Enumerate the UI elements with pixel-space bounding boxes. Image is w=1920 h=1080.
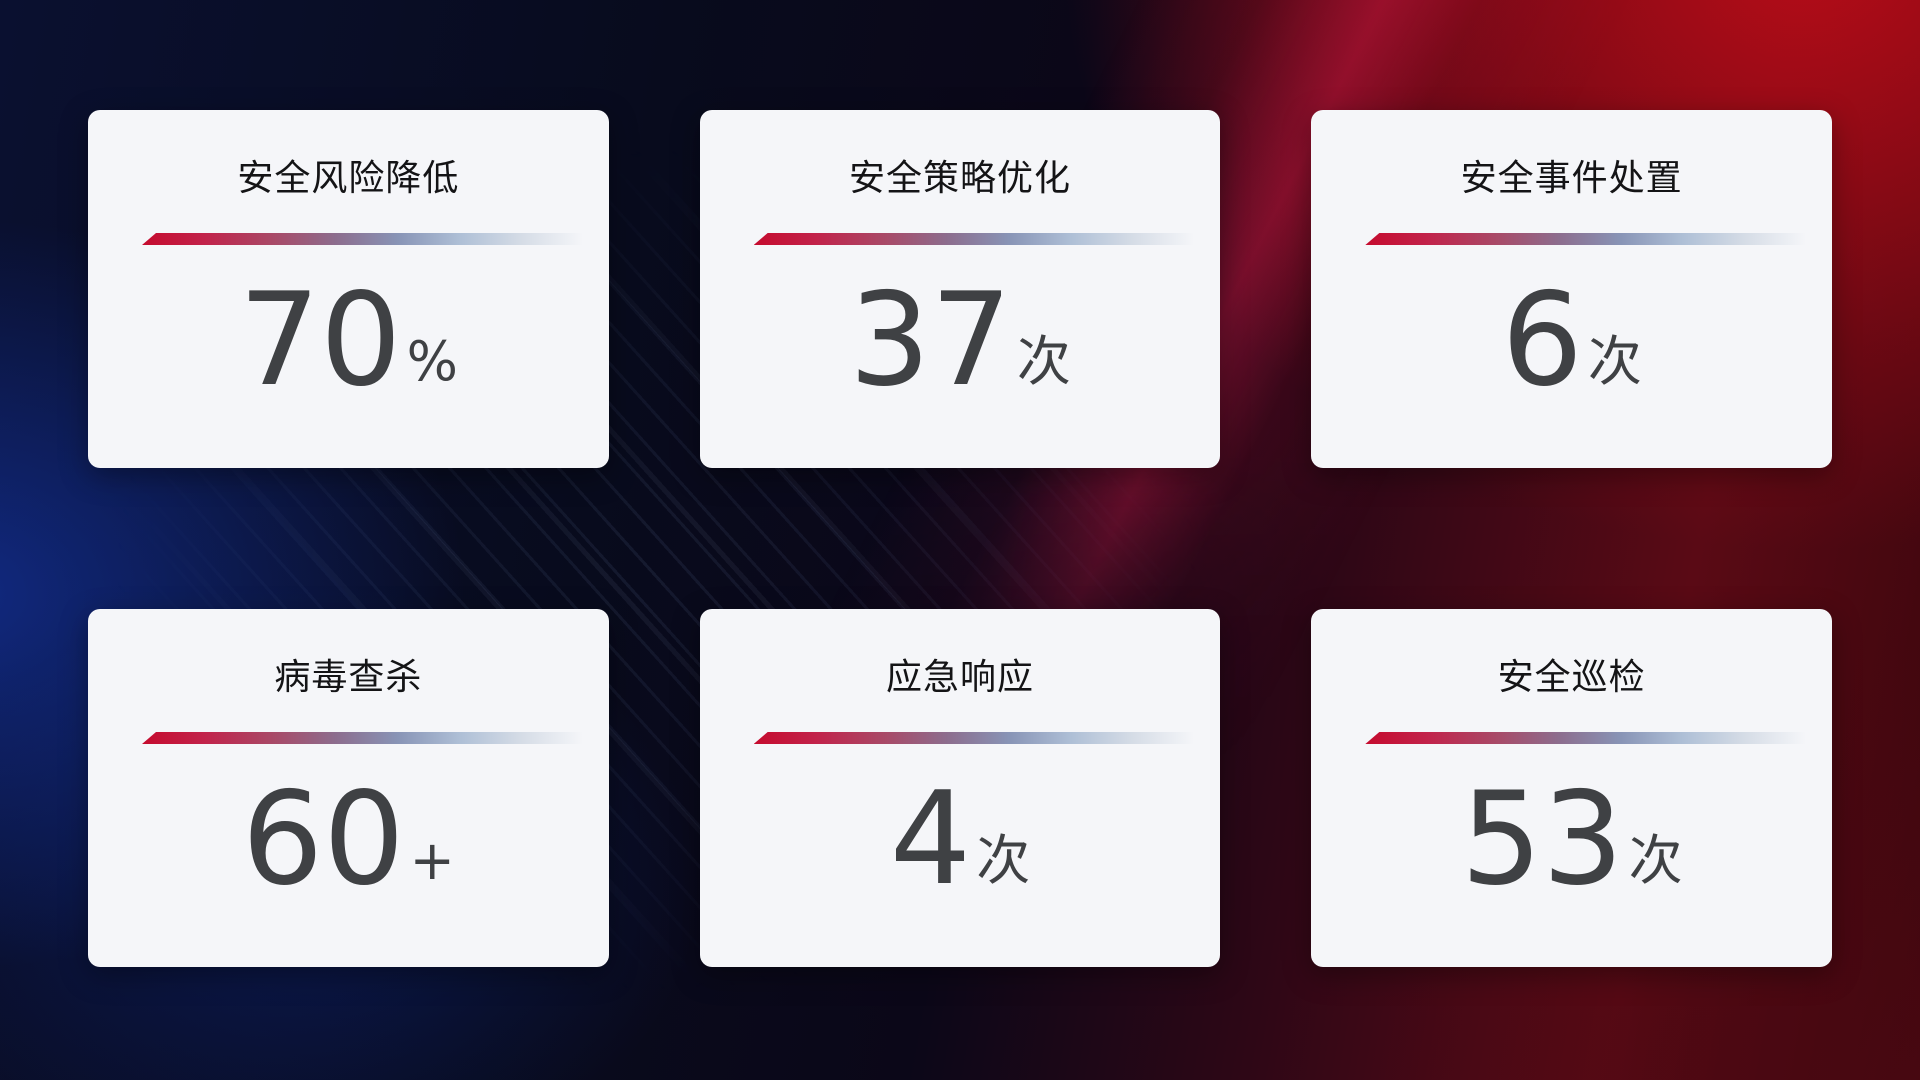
accent-gradient-divider (142, 233, 583, 245)
accent-gradient-divider (1365, 732, 1806, 744)
card-title: 安全巡检 (1497, 656, 1646, 697)
card-value-row: 70 % (88, 277, 609, 405)
stat-unit: % (406, 330, 458, 393)
accent-gradient-divider (1365, 233, 1806, 245)
card-value-row: 60 + (88, 776, 609, 904)
stat-cards-grid: 安全风险降低 70 % 安全策略优化 37 次 安全事件处置 6 次 病毒查杀 … (88, 110, 1832, 967)
stat-unit: 次 (976, 829, 1031, 892)
stat-value: 37 (849, 266, 1012, 415)
card-title: 安全事件处置 (1460, 157, 1683, 198)
stat-value: 70 (238, 266, 402, 415)
accent-gradient-divider (753, 233, 1195, 245)
stat-unit: 次 (1016, 330, 1071, 393)
accent-gradient-divider (753, 732, 1195, 744)
stat-unit: 次 (1628, 829, 1683, 892)
card-value-row: 37 次 (700, 277, 1221, 405)
stat-unit: 次 (1587, 330, 1642, 393)
card-title: 应急响应 (885, 656, 1034, 697)
stat-value: 6 (1501, 266, 1583, 415)
stat-card-security-inspection: 安全巡检 53 次 (1311, 609, 1832, 967)
stat-value: 4 (889, 765, 972, 914)
stat-value: 53 (1460, 765, 1624, 914)
stat-card-policy-optimization: 安全策略优化 37 次 (699, 110, 1221, 468)
stat-card-emergency-response: 应急响应 4 次 (699, 609, 1221, 967)
stat-card-incident-handling: 安全事件处置 6 次 (1311, 110, 1832, 468)
card-title: 安全策略优化 (848, 157, 1071, 198)
accent-gradient-divider (142, 732, 583, 744)
card-value-row: 6 次 (1311, 277, 1832, 405)
card-title: 病毒查杀 (274, 656, 423, 697)
stat-card-risk-reduction: 安全风险降低 70 % (88, 110, 609, 468)
stat-unit: + (409, 829, 455, 892)
stat-card-virus-scan: 病毒查杀 60 + (88, 609, 609, 967)
card-value-row: 53 次 (1311, 776, 1832, 904)
stat-value: 60 (241, 765, 405, 914)
card-value-row: 4 次 (700, 776, 1221, 904)
card-title: 安全风险降低 (237, 157, 460, 198)
